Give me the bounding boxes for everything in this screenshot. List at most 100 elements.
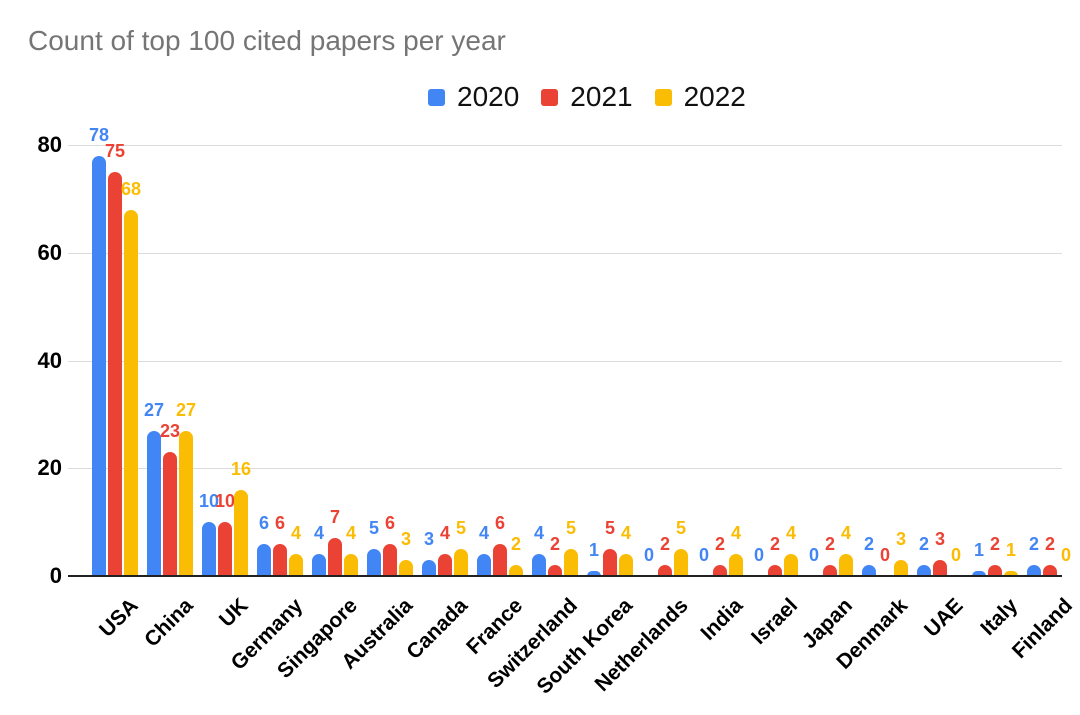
bar-2020-switzerland <box>532 554 546 576</box>
value-label: 4 <box>840 523 851 544</box>
y-axis-tick-label: 20 <box>37 455 62 480</box>
bar-2022-france <box>509 565 523 576</box>
legend-item-2021: 2021 <box>541 83 633 111</box>
bar-2020-denmark <box>862 565 876 576</box>
value-label: 75 <box>104 140 126 161</box>
gridline-20 <box>68 468 1062 469</box>
x-axis-tick-text: USA <box>94 594 143 642</box>
value-label: 6 <box>384 512 395 533</box>
value-label: 2 <box>824 534 835 555</box>
bar-2022-australia <box>399 559 413 576</box>
value-label: 27 <box>175 399 197 420</box>
value-label: 4 <box>313 523 324 544</box>
y-axis-tick-label: 40 <box>37 348 62 373</box>
bar-2022-netherlands <box>674 549 688 576</box>
value-label: 2 <box>510 534 521 555</box>
gridline-80 <box>68 145 1062 146</box>
x-axis-tick-text: Finland <box>1008 594 1078 664</box>
y-axis-tick-label: 0 <box>49 563 62 588</box>
bar-2021-india <box>713 565 727 576</box>
gridline-40 <box>68 361 1062 362</box>
value-label: 4 <box>439 523 450 544</box>
x-axis-tick-text: India <box>696 594 748 645</box>
value-label: 6 <box>258 512 269 533</box>
bar-2021-south-korea <box>603 549 617 576</box>
value-label: 2 <box>1028 534 1039 555</box>
legend-item-2022: 2022 <box>654 81 746 112</box>
value-label: 0 <box>1060 545 1071 565</box>
x-axis-tick-text: UAE <box>919 594 968 642</box>
value-label: 0 <box>808 545 819 565</box>
bar-2021-israel <box>768 565 782 576</box>
bar-2022-germany <box>289 554 303 576</box>
bar-2021-uae <box>933 559 947 576</box>
bar-2021-uk <box>218 522 232 576</box>
value-label: 2 <box>714 534 725 555</box>
x-axis-tick-text: Italy <box>976 594 1023 640</box>
gridline-60 <box>68 253 1062 254</box>
value-label: 4 <box>345 523 356 544</box>
bar-2021-france <box>493 543 507 576</box>
bar-2021-netherlands <box>658 565 672 576</box>
bar-2020-singapore <box>312 554 326 576</box>
bar-2021-finland <box>1043 565 1057 576</box>
legend-label: 2022 <box>683 81 746 112</box>
bar-2020-france <box>477 554 491 576</box>
value-label: 78 <box>88 124 110 145</box>
bar-2020-uk <box>202 522 216 576</box>
bar-2022-uk <box>234 489 248 576</box>
value-label: 1 <box>588 539 599 560</box>
bar-2022-switzerland <box>564 549 578 576</box>
value-label: 5 <box>675 518 686 539</box>
chart-legend: 2020 2021 2022 <box>428 83 746 111</box>
value-label: 3 <box>934 528 945 549</box>
value-label: 5 <box>604 518 615 539</box>
bar-2021-canada <box>438 554 452 576</box>
bar-2022-usa <box>124 209 138 576</box>
value-label: 0 <box>753 545 764 565</box>
value-label: 4 <box>290 523 301 544</box>
value-label: 5 <box>368 518 379 539</box>
value-label: 4 <box>785 523 796 544</box>
bar-2022-singapore <box>344 554 358 576</box>
y-axis-tick-label: 60 <box>37 240 62 265</box>
bar-2020-germany <box>257 543 271 576</box>
chart-title: Count of top 100 cited papers per year <box>28 25 506 56</box>
value-label: 4 <box>478 523 489 544</box>
bar-2022-denmark <box>894 559 908 576</box>
value-label: 10 <box>214 491 236 512</box>
bar-2021-australia <box>383 543 397 576</box>
bar-2022-japan <box>839 554 853 576</box>
bar-2022-israel <box>784 554 798 576</box>
bar-2020-finland <box>1027 565 1041 576</box>
bar-2022-italy <box>1004 570 1018 576</box>
x-axis-tick-text: China <box>139 594 198 652</box>
value-label: 68 <box>120 178 142 199</box>
bar-2020-australia <box>367 549 381 576</box>
value-label: 2 <box>918 534 929 555</box>
x-axis-tick-text: Canada <box>402 594 473 664</box>
legend-item-2020: 2020 <box>428 83 519 111</box>
value-label: 10 <box>198 491 220 512</box>
bar-2020-usa <box>92 155 106 576</box>
value-label: 4 <box>620 523 631 544</box>
legend-swatch <box>428 88 445 106</box>
value-label: 2 <box>1044 534 1055 555</box>
value-label: 0 <box>698 545 709 565</box>
x-axis-tick-text: UK <box>214 594 253 632</box>
value-label: 2 <box>549 534 560 555</box>
bar-2021-germany <box>273 543 287 576</box>
legend-swatch <box>654 88 672 106</box>
value-label: 3 <box>895 528 906 549</box>
bar-2021-italy <box>988 565 1002 576</box>
x-axis-line <box>68 575 1062 577</box>
value-label: 5 <box>565 518 576 539</box>
y-axis-tick-label: 80 <box>37 132 62 157</box>
value-label: 2 <box>659 534 670 555</box>
bar-2022-canada <box>454 549 468 576</box>
bar-2020-south-korea <box>587 570 601 576</box>
bar-2021-singapore <box>328 538 342 576</box>
value-label: 2 <box>769 534 780 555</box>
value-label: 0 <box>879 545 890 565</box>
